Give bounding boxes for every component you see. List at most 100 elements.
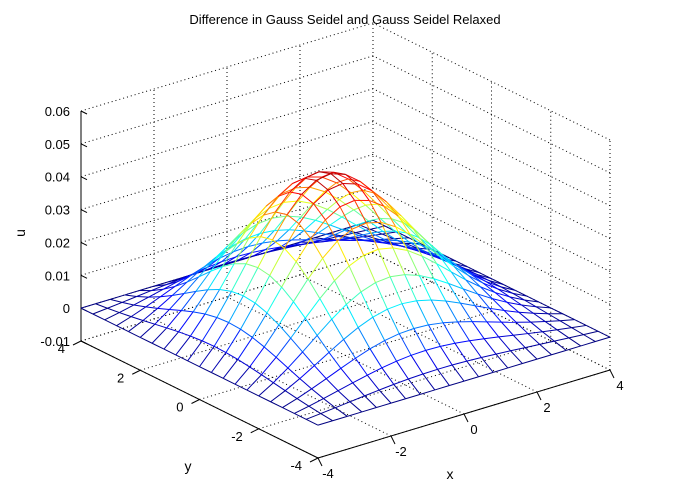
mesh-segment: [313, 189, 329, 205]
mesh-segment: [355, 348, 371, 359]
mesh-segment: [425, 345, 441, 351]
mesh-segment: [318, 232, 333, 237]
mesh-segment: [488, 279, 504, 285]
mesh-segment: [303, 219, 316, 232]
mesh-segment: [586, 324, 599, 332]
mesh-segment: [304, 171, 320, 179]
mesh-segment: [304, 317, 318, 336]
mesh-segment: [204, 289, 221, 315]
mesh-segment: [380, 222, 394, 249]
mesh-segment: [314, 365, 327, 380]
mesh-segment: [80, 303, 96, 309]
mesh-segment: [350, 192, 366, 206]
mesh-segment: [357, 316, 374, 328]
mesh-segment: [322, 240, 338, 259]
x-tick-mark: [317, 457, 323, 467]
mesh-segment: [163, 331, 179, 350]
mesh-segment: [372, 316, 386, 341]
mesh-segment: [375, 276, 391, 284]
mesh-segment: [274, 191, 291, 213]
y-tick-label: 4: [58, 341, 65, 356]
mesh-segment: [295, 238, 312, 262]
mesh-segment: [331, 318, 345, 340]
mesh-segment: [375, 282, 388, 310]
mesh-segment: [509, 296, 525, 301]
mesh-segment: [547, 313, 561, 322]
y-tick-label: 0: [176, 400, 183, 415]
mesh-segment: [386, 308, 400, 334]
y-tick-mark: [250, 428, 259, 434]
mesh-segment: [238, 255, 254, 261]
mesh-segment: [145, 306, 158, 309]
mesh-segment: [353, 209, 369, 222]
mesh-segment: [551, 349, 567, 356]
mesh-segment: [439, 346, 453, 366]
mesh-segment: [294, 412, 307, 420]
mesh-segment: [381, 367, 395, 385]
mesh-segment: [462, 288, 476, 306]
mesh-segment: [151, 342, 165, 350]
mesh-segment: [236, 222, 252, 245]
mesh-segment: [334, 280, 347, 305]
mesh-segment: [397, 215, 411, 236]
mesh-segment: [457, 321, 470, 341]
mesh-segment: [320, 407, 336, 415]
mesh-segment: [506, 301, 522, 306]
mesh-segment: [195, 289, 208, 292]
mesh-segment: [293, 278, 309, 302]
mesh-segment: [249, 366, 262, 376]
mesh-segment: [294, 242, 310, 246]
mesh-segment: [186, 268, 202, 283]
mesh-segment: [595, 336, 611, 343]
z-tick-mark: [80, 110, 88, 115]
mesh-segment: [533, 312, 546, 322]
mesh-segment: [234, 383, 248, 391]
mesh-segment: [571, 327, 584, 336]
mesh-segment: [368, 217, 381, 222]
mesh-segment: [281, 286, 294, 302]
mesh-segment: [333, 171, 349, 180]
wall-gridline-z: [372, 121, 611, 240]
mesh-segment: [256, 217, 272, 225]
mesh-segment: [407, 250, 423, 257]
mesh-segment: [235, 246, 249, 258]
mesh-segment: [367, 367, 383, 376]
mesh-segment: [571, 324, 587, 329]
mesh-segment: [107, 301, 123, 309]
mesh-segment: [294, 405, 310, 414]
mesh-segment: [151, 288, 164, 292]
mesh-segment: [427, 241, 440, 257]
mesh-segment: [471, 321, 485, 339]
mesh-segment: [320, 413, 333, 422]
mesh-segment: [407, 378, 421, 395]
mesh-segment: [139, 285, 155, 292]
mesh-segment: [183, 290, 196, 294]
mesh-segment: [454, 340, 470, 344]
mesh-segment: [325, 206, 341, 221]
mesh-segment: [383, 205, 399, 217]
mesh-segment: [272, 239, 285, 249]
mesh-segment: [509, 296, 522, 306]
mesh-segment: [363, 248, 379, 256]
mesh-segment: [345, 174, 358, 185]
mesh-segment: [110, 294, 125, 300]
mesh-segment: [192, 289, 209, 313]
mesh-segment: [349, 401, 363, 413]
mesh-segment: [491, 298, 505, 311]
mesh-segment: [342, 182, 358, 185]
z-tick-label: 0.05: [45, 137, 70, 152]
mesh-segment: [171, 281, 188, 296]
z-tick-mark: [80, 143, 88, 148]
mesh-segment: [503, 310, 517, 323]
mesh-segment: [453, 266, 467, 281]
mesh-segment: [362, 189, 378, 205]
mesh-segment: [284, 390, 298, 399]
mesh-segment: [121, 301, 135, 306]
mesh-segment: [510, 347, 526, 352]
mesh-segment: [344, 229, 360, 237]
mesh-segment: [298, 223, 312, 239]
mesh-segment: [317, 224, 331, 234]
mesh-segment: [550, 307, 563, 315]
mesh-segment: [474, 305, 490, 309]
